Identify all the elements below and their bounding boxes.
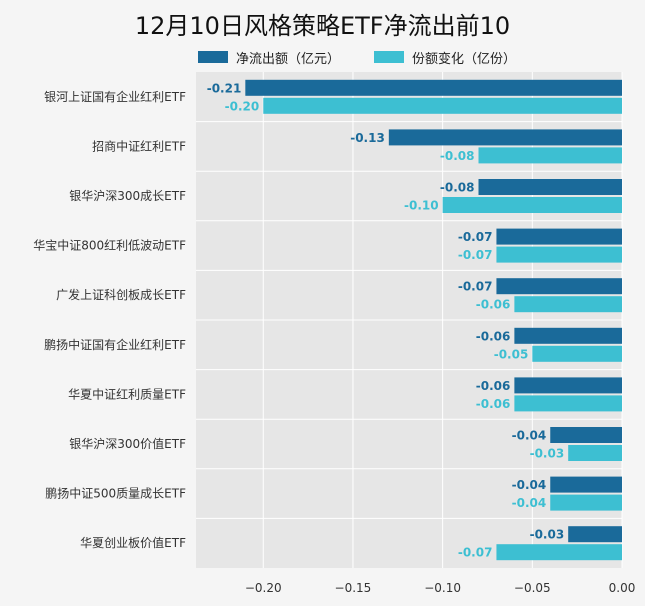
- data-label: -0.07: [458, 546, 493, 560]
- bar-share-change: [532, 345, 622, 362]
- bar-share-change: [496, 246, 622, 263]
- category-label: 华夏中证红利质量ETF: [68, 386, 186, 401]
- x-tick-label: −0.20: [245, 581, 282, 595]
- bar-share-change: [568, 445, 622, 461]
- data-label: -0.04: [512, 478, 547, 492]
- legend-item-share-change: 份额变化（亿份）: [374, 48, 516, 67]
- data-label: -0.13: [350, 131, 385, 145]
- category-label: 鹏扬中证国有企业红利ETF: [44, 337, 186, 352]
- legend-swatch-net-outflow: [198, 51, 228, 63]
- x-tick-label: −0.15: [335, 581, 372, 595]
- bar-net-outflow: [514, 377, 622, 394]
- legend-item-net-outflow: 净流出额（亿元）: [198, 48, 340, 67]
- legend-label-net-outflow: 净流出额（亿元）: [236, 51, 341, 67]
- data-label: -0.04: [512, 496, 547, 510]
- category-label: 广发上证科创板成长ETF: [56, 287, 186, 302]
- category-label: 银华沪深300价值ETF: [69, 436, 186, 451]
- chart-title: 12月10日风格策略ETF净流出前10: [134, 12, 511, 40]
- data-label: -0.08: [440, 149, 475, 163]
- category-label: 银华沪深300成长ETF: [69, 189, 186, 203]
- x-tick-label: −0.05: [514, 581, 551, 595]
- bar-net-outflow: [245, 79, 623, 96]
- bar-share-change: [514, 395, 622, 412]
- data-label: -0.03: [530, 447, 565, 461]
- category-label: 华夏创业板价值ETF: [80, 535, 186, 550]
- bar-net-outflow: [478, 179, 622, 195]
- bar-net-outflow: [550, 427, 622, 443]
- category-label: 银河上证国有企业红利ETF: [44, 89, 186, 104]
- legend-label-share-change: 份额变化（亿份）: [412, 51, 517, 67]
- data-label: -0.04: [512, 429, 547, 443]
- bar-share-change: [550, 494, 622, 511]
- bar-net-outflow: [514, 327, 622, 344]
- data-label: -0.07: [458, 248, 493, 262]
- data-label: -0.07: [458, 230, 493, 244]
- bar-net-outflow: [550, 476, 622, 493]
- bar-share-change: [442, 197, 622, 213]
- category-label: 招商中证红利ETF: [92, 138, 186, 153]
- data-label: -0.21: [207, 81, 242, 95]
- bar-net-outflow: [388, 129, 622, 146]
- bar-net-outflow: [496, 228, 622, 245]
- data-label: -0.06: [476, 379, 511, 393]
- bar-share-change: [496, 544, 622, 561]
- data-label: -0.10: [404, 199, 439, 213]
- data-label: -0.03: [530, 528, 565, 542]
- bar-share-change: [478, 147, 622, 164]
- x-tick-label: −0.10: [424, 581, 461, 595]
- bar-net-outflow: [496, 278, 622, 295]
- category-label: 华宝中证800红利低波动ETF: [33, 238, 186, 253]
- data-label: -0.06: [476, 329, 511, 343]
- data-label: -0.05: [494, 347, 529, 361]
- bar-net-outflow: [568, 526, 622, 543]
- chart-legend: 净流出额（亿元） 份额变化（亿份）: [198, 48, 550, 67]
- data-label: -0.06: [476, 397, 511, 411]
- data-label: -0.07: [458, 280, 493, 294]
- bar-share-change: [514, 296, 622, 313]
- data-label: -0.20: [225, 99, 260, 113]
- data-label: -0.06: [476, 298, 511, 312]
- x-tick-label: 0.00: [609, 581, 636, 595]
- legend-swatch-share-change: [374, 51, 405, 63]
- bar-share-change: [263, 97, 622, 114]
- category-label: 鹏扬中证500质量成长ETF: [45, 486, 186, 501]
- data-label: -0.08: [440, 181, 475, 195]
